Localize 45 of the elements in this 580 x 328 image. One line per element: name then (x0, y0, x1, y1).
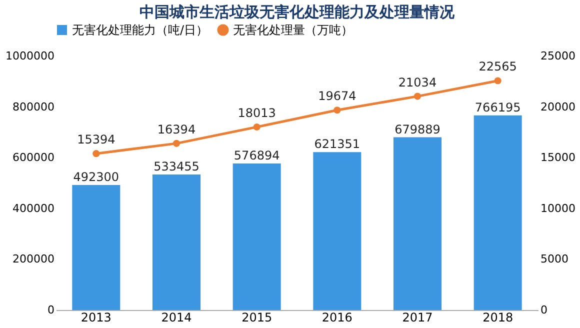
x-tick-label: 2015 (242, 310, 272, 324)
y2-tick-label: 20000 (540, 100, 576, 114)
data-label: 15394 (77, 132, 116, 147)
y2-tick-label: 25000 (540, 50, 576, 62)
bar (232, 163, 281, 310)
y-tick-label: 400000 (12, 202, 54, 215)
data-label: 18013 (238, 106, 276, 120)
data-label: 621351 (314, 137, 360, 152)
legend-label: 无害化处理量（万吨） (233, 23, 353, 37)
y2-tick-label: 15000 (540, 151, 576, 164)
x-tick-label: 2018 (482, 310, 514, 324)
point (172, 140, 180, 147)
y2-tick-label: 0 (540, 304, 548, 316)
y2-tick-label: 10000 (540, 202, 576, 215)
data-label: 21034 (398, 75, 437, 90)
data-label: 679889 (394, 122, 440, 136)
data-label: 492300 (73, 170, 120, 184)
y-tick-label: 600000 (12, 151, 54, 164)
data-label: 576894 (234, 148, 280, 162)
y-tick-label: 1000000 (6, 50, 54, 62)
bar (72, 184, 120, 310)
data-label: 16394 (157, 122, 196, 136)
bar (394, 137, 442, 310)
x-tick-label: 2014 (161, 310, 192, 324)
y-tick-label: 800000 (12, 100, 54, 114)
y-tick-label: 0 (48, 304, 54, 316)
x-tick-label: 2013 (80, 310, 112, 324)
x-tick-label: 2016 (322, 310, 352, 324)
point (334, 106, 341, 114)
bar (474, 115, 522, 310)
x-tick-label: 2017 (402, 310, 433, 324)
data-label: 533455 (154, 160, 200, 174)
bar (152, 174, 200, 310)
data-label: 22565 (478, 60, 517, 74)
point (414, 92, 422, 100)
y2-tick-label: 5000 (540, 252, 568, 266)
legend-label: 无害化处理能力（吨/日） (72, 23, 208, 37)
point (494, 77, 502, 84)
point (92, 150, 100, 158)
bar (313, 152, 362, 310)
y-tick-label: 200000 (12, 252, 54, 266)
point (253, 123, 260, 131)
data-label: 19674 (318, 89, 356, 104)
chart-title: 中国城市生活垃圾无害化处理能力及处理量情况 (140, 3, 456, 21)
data-label: 766195 (474, 100, 521, 114)
